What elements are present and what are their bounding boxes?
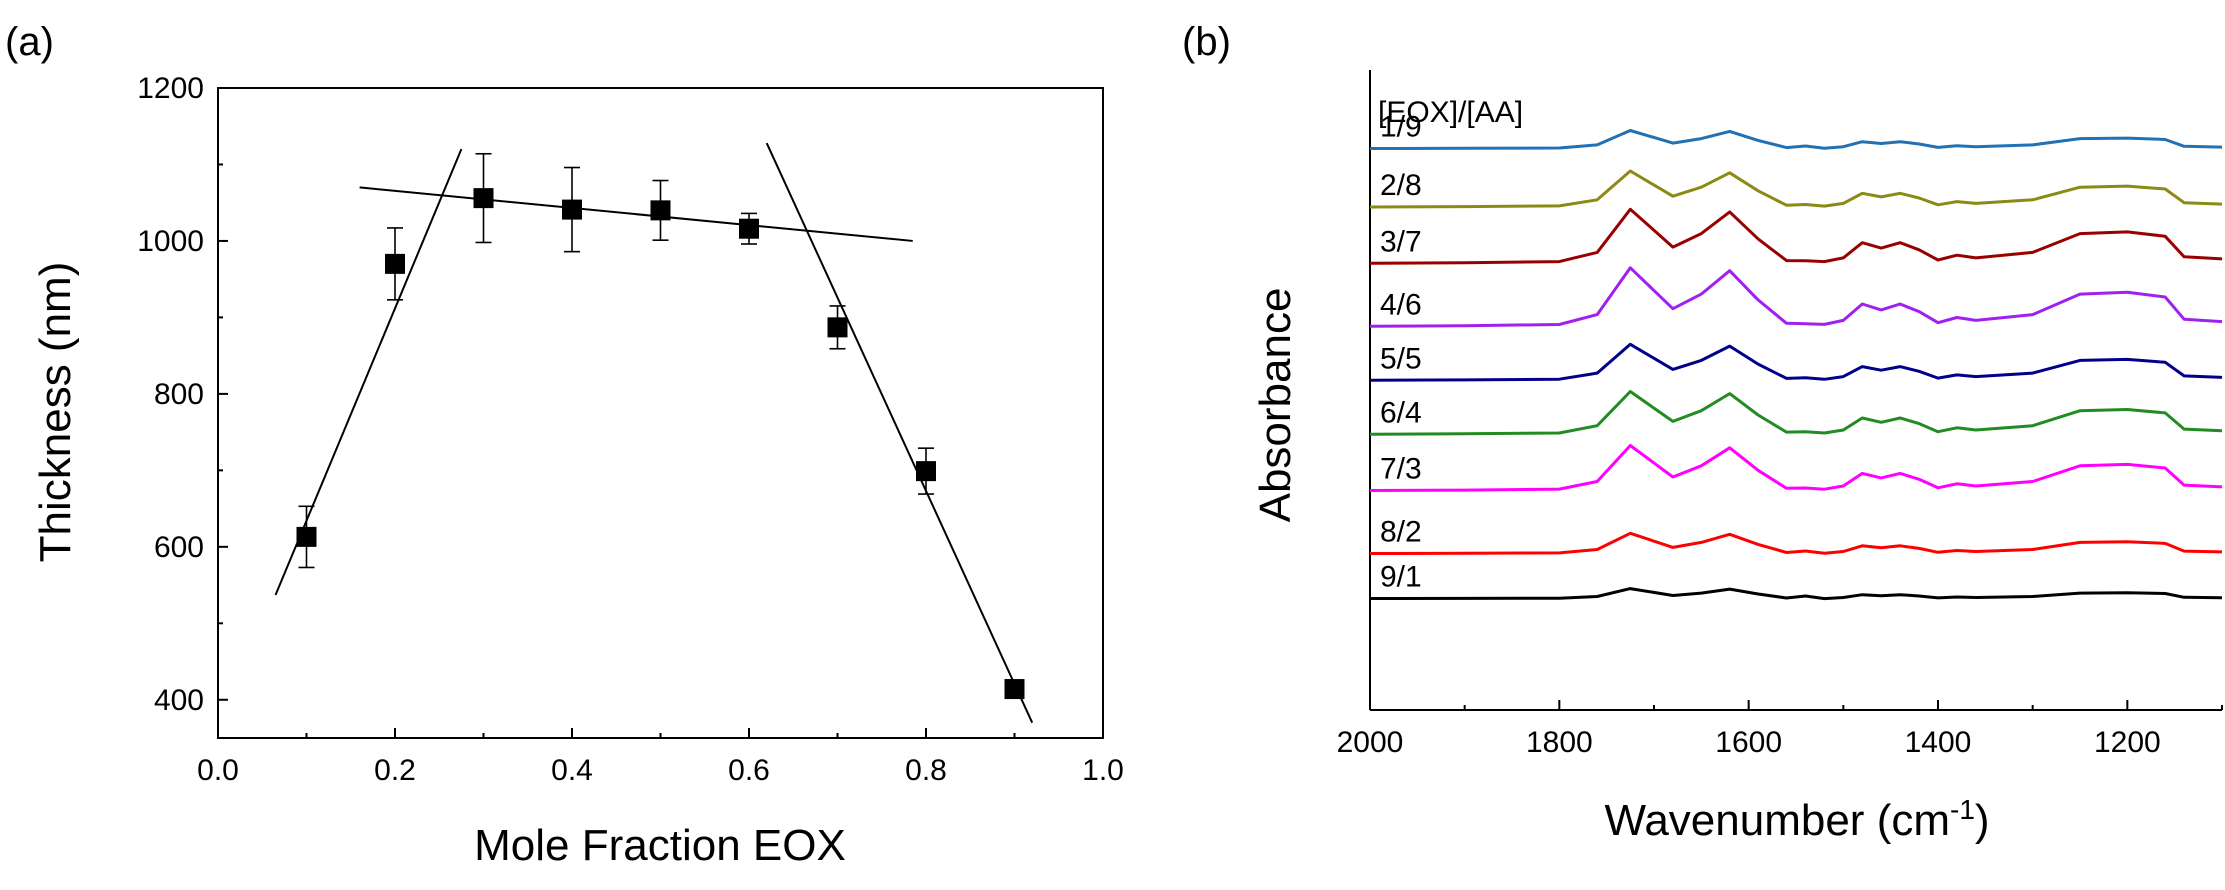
y-tick-label: 1000 [137,225,204,258]
data-point [739,218,759,239]
series-label: 5/5 [1380,342,1422,375]
data-points [296,188,1025,700]
y-axis-title-b: Absorbance [1251,288,1300,523]
x-tick-label-b: 1600 [1715,726,1782,759]
series-label: 3/7 [1380,225,1422,258]
series-label: 6/4 [1380,396,1422,429]
data-point [1004,679,1025,700]
spectra: 1/9 2/8 3/7 4/6 5/5 6/4 7/3 8/2 9/1 [1369,111,2223,601]
data-point [650,200,671,221]
spectrum-line [1369,342,2223,382]
panel-b-label: (b) [1182,20,1231,64]
x-tick-label: 0.8 [905,754,947,787]
x-axis-title-b-sup: -1 [1950,794,1975,825]
x-axis-title-b-end: ) [1975,796,1990,845]
fit-line-plateau [359,186,913,242]
x-tick-label: 0.6 [728,754,770,787]
x-tick-label-b: 1400 [1905,726,1972,759]
x-axis-title: Mole Fraction EOX [474,821,846,870]
x-tick-label-b: 2000 [1337,726,1404,759]
spectrum-line [1369,444,2223,492]
x-tick-label-b: 1800 [1526,726,1593,759]
x-axis-title-b-main: Wavenumber (cm [1604,796,1950,845]
x-tick-label: 1.0 [1082,754,1124,787]
spectrum-line [1369,390,2223,436]
data-point [916,461,936,482]
x-tick-label: 0.0 [197,754,239,787]
series-label: 1/9 [1380,111,1422,144]
error-bars [298,152,934,569]
x-axis-ticks-b: 2000 1800 1600 1400 1200 [1337,700,2223,759]
x-tick-label: 0.2 [374,754,416,787]
spectrum-line [1369,266,2223,328]
data-point [473,188,494,209]
y-tick-label: 400 [154,684,204,717]
spectrum-line [1369,587,2223,601]
x-tick-label-b: 1200 [2094,726,2161,759]
spectrum-line [1369,129,2223,150]
data-point [385,253,405,274]
series-label: 8/2 [1380,516,1422,549]
y-tick-label: 1200 [137,72,204,105]
series-label: 9/1 [1380,561,1422,594]
series-label: 2/8 [1380,169,1422,202]
legend-title: [EOX]/[AA] [1378,96,1523,129]
data-point [827,317,848,338]
spectrum-line [1369,169,2223,209]
fit-line-falling [765,142,1034,724]
x-axis-ticks: 0.0 0.2 0.4 0.6 0.8 1.0 [197,728,1124,787]
y-tick-label: 600 [154,531,204,564]
y-axis-title: Thickness (nm) [31,262,80,563]
spectrum-line [1369,207,2223,265]
x-tick-label: 0.4 [551,754,593,787]
y-tick-label: 800 [154,378,204,411]
panel-a-label: (a) [5,20,54,64]
fit-lines [274,142,1034,724]
panel-a-thickness-chart: (a) 0.0 0.2 0.4 0.6 0.8 1.0 400 600 800 1000 1200… [5,20,1124,870]
x-axis-title-b: Wavenumber (cm-1) [1604,794,1989,845]
spectrum-line [1369,531,2223,555]
panel-b-ftir-chart: (b) [EOX]/[AA] 1/9 2/8 3/7 4/6 5/5 6/4 7/3 8/2 9… [1182,20,2223,845]
data-point [562,199,582,220]
y-axis-ticks: 400 600 800 1000 1200 [137,72,228,717]
series-label: 7/3 [1380,453,1422,486]
data-point [296,526,317,547]
series-label: 4/6 [1380,288,1422,321]
